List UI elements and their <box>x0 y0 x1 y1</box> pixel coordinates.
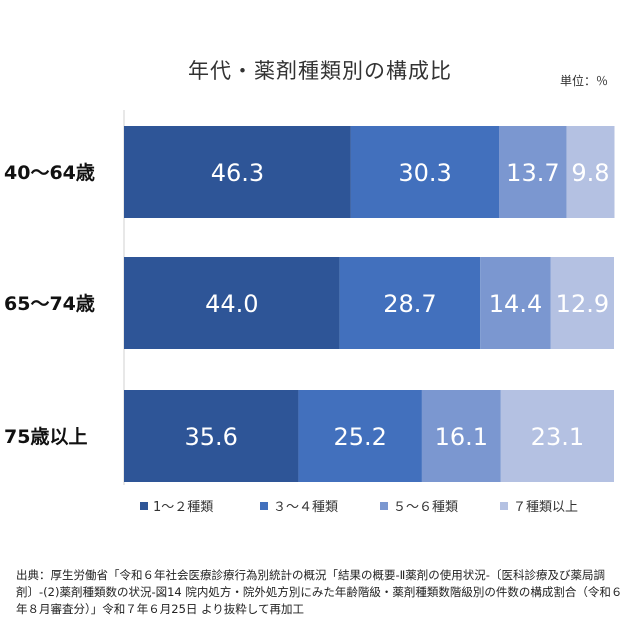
bar-segment <box>339 257 481 349</box>
legend-label: 1〜２種類 <box>153 500 214 515</box>
legend-swatch <box>260 501 268 510</box>
legend-label: ７種類以上 <box>513 500 579 515</box>
legend-item: 1〜２種類 <box>140 496 260 515</box>
data-label: 28.7 <box>383 290 436 318</box>
source-note: 出典：厚生労働省「令和６年社会医療診療行為別統計の概況「結果の概要-Ⅱ薬剤の使用… <box>16 568 623 616</box>
data-label: 14.4 <box>489 290 542 318</box>
category-label: 75歳以上 <box>4 426 87 448</box>
bar-segment <box>500 390 614 482</box>
category-label: 40〜64歳 <box>4 162 95 184</box>
stacked-bar-chart: 40〜64歳 46.3 30.3 13.7 9.8 65〜74歳 44.0 28.7 14.4 1… <box>4 110 615 485</box>
bar-segment <box>124 126 351 218</box>
bar-segment <box>480 257 551 349</box>
legend-item: ５〜６種類 <box>380 496 500 515</box>
legend: 1〜２種類 ３〜４種類 ５〜６種類 ７種類以上 <box>140 496 620 515</box>
data-label: 12.9 <box>556 290 609 318</box>
legend-label: ３〜４種類 <box>273 500 339 515</box>
chart-title: 年代・薬剤種類別の構成比 <box>188 59 452 83</box>
legend-label: ５〜６種類 <box>393 500 459 515</box>
legend-swatch <box>140 501 148 510</box>
bar-segment <box>421 390 501 482</box>
data-label: 30.3 <box>398 159 451 187</box>
category-label: 65〜74歳 <box>4 293 95 315</box>
data-label: 46.3 <box>211 159 264 187</box>
legend-item: ３〜４種類 <box>260 496 380 515</box>
legend-item: ７種類以上 <box>500 496 620 515</box>
bar-segment <box>550 257 614 349</box>
data-label: 9.8 <box>571 159 609 187</box>
data-label: 16.1 <box>435 423 488 451</box>
bar-segment <box>124 257 340 349</box>
bar-segment <box>566 126 615 218</box>
data-label: 35.6 <box>185 423 238 451</box>
data-label: 23.1 <box>531 423 584 451</box>
legend-swatch <box>380 501 388 510</box>
data-label: 25.2 <box>333 423 386 451</box>
data-label: 13.7 <box>506 159 559 187</box>
bar-segment <box>499 126 567 218</box>
legend-swatch <box>500 501 508 510</box>
unit-label: 単位：％ <box>559 74 608 88</box>
bar-segment <box>124 390 299 482</box>
data-label: 44.0 <box>205 290 258 318</box>
bar-segment <box>298 390 422 482</box>
bar-segment <box>350 126 500 218</box>
